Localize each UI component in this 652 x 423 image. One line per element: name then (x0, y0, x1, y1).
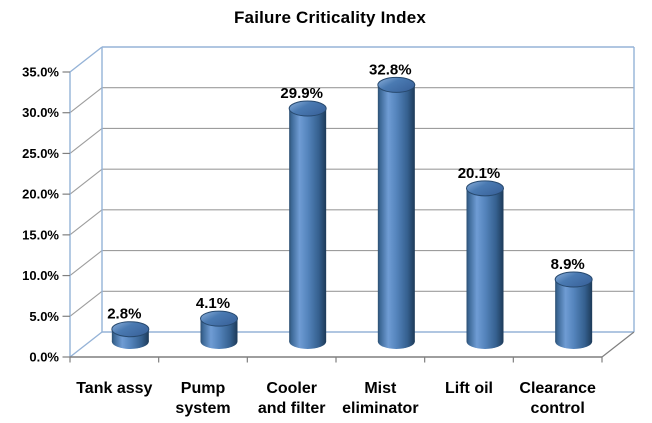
side-gridline (69, 127, 103, 154)
category-label: Clearance (519, 380, 596, 397)
category-label: Pump (181, 380, 226, 397)
category-label: Mist (364, 380, 397, 397)
data-label: 32.8% (369, 61, 412, 78)
gridlines (69, 87, 634, 317)
bars (111, 76, 593, 349)
cylinder-body (289, 108, 327, 342)
cylinder-top (111, 321, 150, 338)
cylinder-bar-1 (111, 321, 150, 349)
cylinder-bar-4 (377, 76, 416, 349)
category-label: control (531, 400, 585, 417)
cylinder-top (466, 180, 504, 197)
y-tick-label: 15.0% (22, 227, 59, 242)
y-tick-label: 25.0% (22, 146, 59, 161)
category-label: Lift oil (445, 380, 493, 397)
category-label: Cooler (266, 380, 317, 397)
side-gridline (69, 168, 103, 195)
y-tick-label: 20.0% (22, 187, 59, 202)
data-label: 29.9% (280, 85, 323, 102)
cylinder-top (200, 310, 238, 327)
data-label: 4.1% (196, 295, 230, 312)
cylinder-bar-3 (288, 100, 327, 349)
category-label: eliminator (342, 400, 418, 417)
labels: 0.0% 5.0% 10.0% 15.0% 20.0% 25.0% 30.0% 35.0% 2.… (22, 61, 596, 417)
floor-right-diagonal (601, 331, 635, 358)
data-label: 2.8% (107, 306, 141, 323)
y-tick-label: 5.0% (29, 309, 59, 324)
cylinder-top (554, 271, 593, 288)
category-axis (62, 71, 635, 363)
y-tick-label: 10.0% (22, 268, 59, 283)
cylinder-body (555, 279, 593, 342)
side-gridline (69, 209, 103, 236)
side-gridline (69, 290, 103, 317)
cylinder-top (377, 76, 416, 93)
cylinder-top (288, 100, 327, 117)
cylinder-body (466, 188, 504, 342)
y-tick-label: 0.0% (29, 350, 59, 365)
chart-title: Failure Criticality Index (233, 8, 427, 27)
category-label: and filter (258, 400, 326, 417)
side-gridline (69, 87, 103, 114)
cylinder-bar-2 (200, 310, 238, 349)
floor-left-diagonal (69, 331, 103, 358)
y-tick-label: 30.0% (22, 105, 59, 120)
wall-top-left-diagonal (69, 46, 103, 73)
cylinder-bar-6 (554, 271, 593, 349)
wall-edges (69, 46, 635, 358)
cylinder-body (377, 84, 415, 342)
data-label: 20.1% (458, 165, 501, 182)
data-label: 8.9% (551, 256, 585, 273)
cylinder-bar-5 (466, 180, 504, 349)
category-label: system (175, 400, 230, 417)
y-tick-label: 35.0% (22, 65, 59, 80)
side-gridline (69, 250, 103, 277)
category-label: Tank assy (76, 380, 152, 397)
